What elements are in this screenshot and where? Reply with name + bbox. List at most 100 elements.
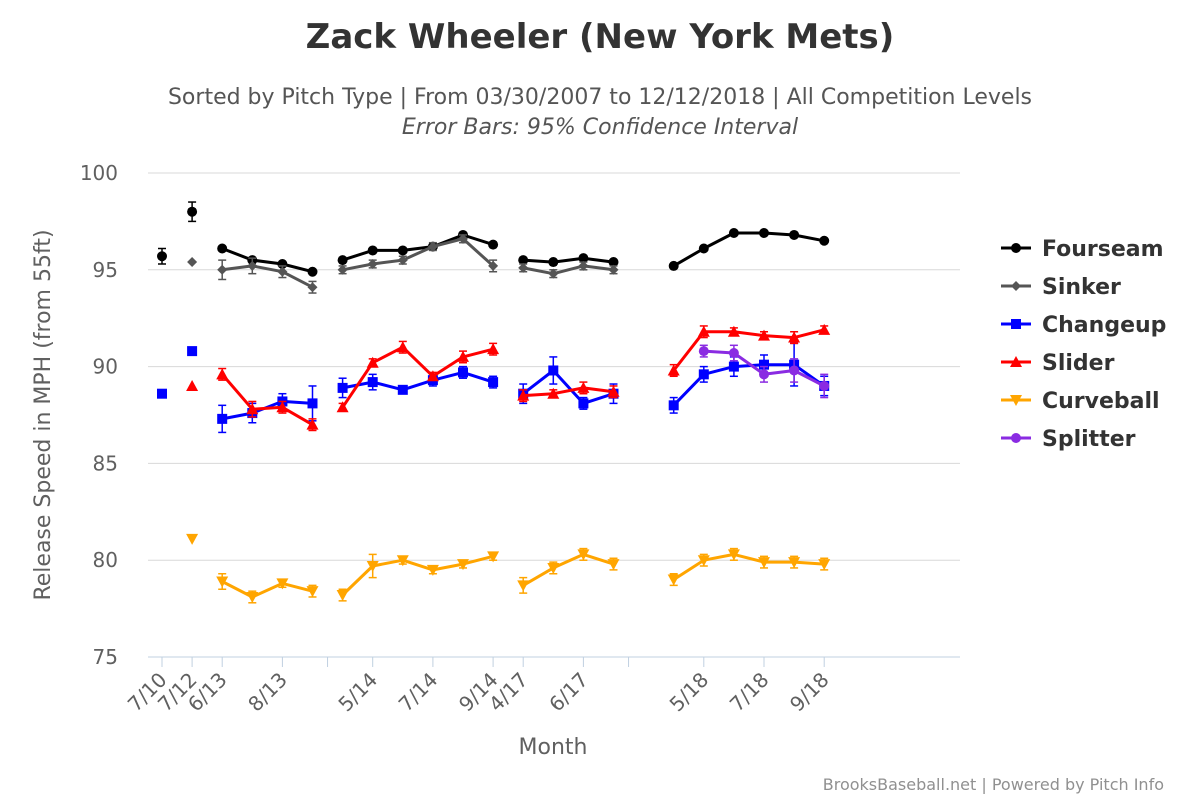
series-line-changeup: [522, 369, 614, 405]
data-point-slider: [727, 325, 740, 337]
data-point-changeup: [698, 369, 709, 380]
data-point-fourseam: [548, 257, 559, 268]
data-point-changeup: [759, 359, 769, 370]
data-point-fourseam: [819, 235, 830, 246]
y-tick-label: 100: [80, 161, 118, 185]
data-point-curveball: [246, 591, 259, 603]
data-point-curveball: [667, 574, 680, 586]
data-point-splitter: [728, 348, 739, 359]
legend-label-splitter: Splitter: [1042, 427, 1136, 452]
data-point-sinker: [367, 258, 378, 269]
series-sinker: [187, 233, 619, 294]
data-point-changeup: [157, 388, 167, 399]
y-tick-label: 80: [93, 548, 118, 572]
series-line-curveball: [221, 580, 313, 599]
data-point-splitter: [789, 365, 800, 376]
data-point-splitter: [759, 369, 769, 380]
x-tick-label: 8/13: [243, 668, 292, 717]
data-point-curveball: [336, 590, 349, 602]
legend-marker-changeup: [1011, 319, 1021, 329]
x-tick-label: 6/17: [544, 668, 593, 717]
x-tick-label: 5/14: [334, 668, 383, 717]
data-point-sinker: [458, 233, 468, 244]
data-point-changeup: [337, 382, 348, 393]
data-point-slider: [818, 323, 831, 335]
data-point-slider: [697, 325, 710, 337]
data-point-sinker: [337, 264, 348, 275]
legend-label-fourseam: Fourseam: [1042, 237, 1164, 262]
data-point-fourseam: [668, 260, 679, 271]
legend-item-splitter: Splitter: [1001, 427, 1136, 452]
chart-subtitle-error-bars: Error Bars: 95% Confidence Interval: [402, 115, 798, 140]
legend-item-slider: Slider: [1001, 351, 1115, 376]
data-point-changeup: [217, 413, 228, 424]
data-point-sinker: [608, 264, 619, 275]
data-point-fourseam: [337, 255, 348, 266]
data-point-slider: [607, 385, 620, 397]
data-point-curveball: [727, 549, 740, 561]
data-point-changeup: [548, 365, 559, 376]
legend-label-slider: Slider: [1042, 351, 1115, 376]
data-point-slider: [667, 364, 680, 376]
data-point-curveball: [818, 559, 831, 571]
series-splitter: [698, 344, 830, 399]
data-point-sinker: [488, 260, 499, 271]
data-point-curveball: [547, 562, 560, 574]
data-point-curveball: [306, 586, 319, 598]
series-changeup: [157, 342, 830, 434]
data-point-curveball: [607, 559, 620, 571]
data-point-sinker: [578, 260, 589, 271]
series-line-sinker: [522, 264, 614, 276]
data-point-fourseam: [578, 253, 589, 264]
credits: BrooksBaseball.net | Powered by Pitch In…: [823, 775, 1164, 794]
x-axis: 7/107/126/13 8/13 5/14 7/14 9/144/17 6/17 5/18…: [123, 656, 960, 717]
data-point-sinker: [187, 257, 198, 268]
data-point-splitter: [698, 346, 709, 357]
y-gridlines: [148, 172, 960, 658]
data-point-curveball: [517, 580, 530, 592]
legend-marker-sinker: [1011, 281, 1021, 291]
data-point-changeup: [367, 377, 378, 388]
data-point-sinker: [518, 262, 529, 273]
series-slider: [186, 323, 831, 432]
plot-area: [157, 201, 831, 604]
series-line-curveball: [522, 552, 614, 587]
data-point-curveball: [186, 533, 199, 545]
data-point-sinker: [397, 255, 408, 266]
data-point-changeup: [458, 367, 468, 378]
data-point-sinker: [307, 282, 318, 293]
data-point-curveball: [577, 549, 590, 561]
data-point-curveball: [457, 559, 469, 571]
data-point-fourseam: [488, 239, 499, 250]
data-point-sinker: [427, 241, 438, 252]
series-curveball: [186, 533, 831, 604]
x-tick-label: 5/18: [665, 668, 714, 717]
y-tick-label: 95: [93, 258, 118, 282]
data-point-slider: [216, 368, 229, 380]
series-line-fourseam: [523, 256, 614, 264]
x-tick-label: 9/18: [785, 668, 834, 717]
data-point-changeup: [187, 346, 198, 357]
data-point-changeup: [728, 361, 739, 372]
legend-item-curveball: Curveball: [1001, 389, 1160, 414]
legend-marker-curveball: [1010, 395, 1022, 406]
series-line-slider: [341, 345, 494, 409]
data-point-fourseam: [698, 243, 709, 254]
data-point-fourseam: [608, 257, 619, 268]
y-axis-ticks: 75 80 85 90 95 100: [80, 161, 118, 669]
x-axis-title: Month: [519, 735, 588, 760]
x-tick-label: 7/18: [725, 668, 774, 717]
y-tick-label: 85: [93, 451, 118, 475]
series-line-slider: [523, 386, 614, 398]
series-line-curveball: [341, 554, 494, 597]
data-point-sinker: [247, 260, 258, 271]
data-point-fourseam: [157, 251, 167, 262]
legend: Fourseam Sinker Changeup Slider Curveball Spl…: [1001, 237, 1166, 452]
data-point-slider: [276, 401, 289, 413]
legend-marker-splitter: [1011, 433, 1021, 443]
legend-label-curveball: Curveball: [1042, 389, 1160, 414]
data-point-fourseam: [518, 255, 529, 266]
legend-marker-fourseam: [1011, 243, 1021, 253]
data-point-fourseam: [397, 245, 408, 256]
series-line-sinker: [222, 264, 314, 289]
